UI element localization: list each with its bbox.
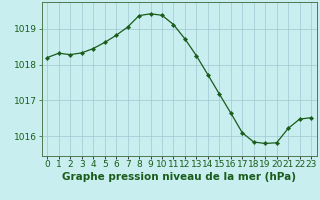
X-axis label: Graphe pression niveau de la mer (hPa): Graphe pression niveau de la mer (hPa) <box>62 172 296 182</box>
